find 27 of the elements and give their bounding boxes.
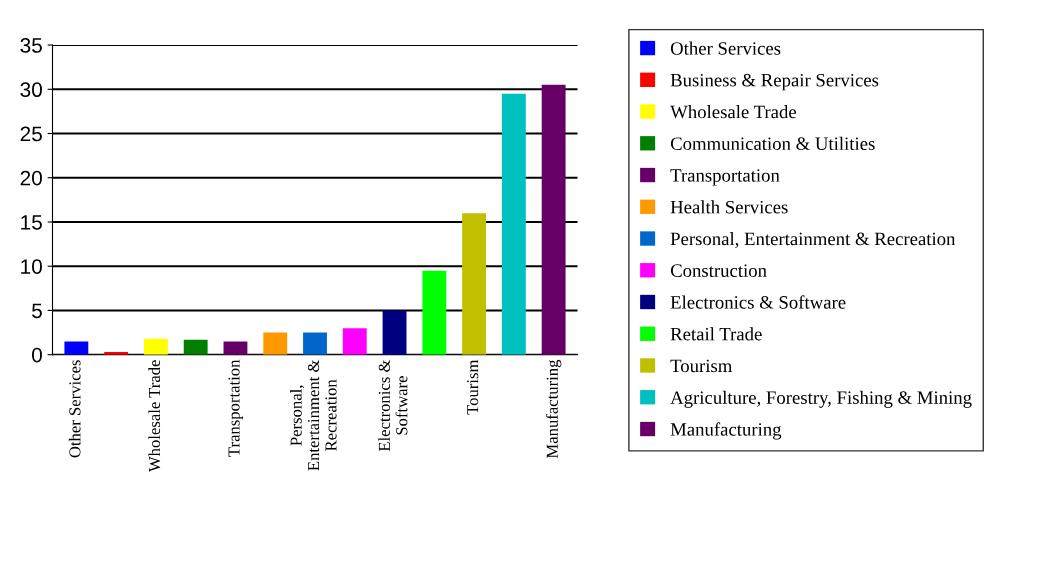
- legend-label: Business & Repair Services: [670, 73, 879, 91]
- legend-label: Transportation: [670, 169, 780, 186]
- legend-label: Wholesale Trade: [670, 105, 797, 119]
- legend-label: Retail Trade: [670, 327, 762, 341]
- x-tick-label: Wholesale Trade: [148, 360, 161, 473]
- legend-label: Construction: [670, 264, 767, 277]
- x-tick-label: Tourism: [467, 359, 479, 415]
- legend-label: Electronics & Software: [670, 295, 846, 309]
- legend-label: Manufacturing: [670, 422, 782, 440]
- x-tick-label: Manufacturing: [545, 359, 562, 459]
- x-tick-label: Transportation: [228, 359, 244, 457]
- legend-label: Agriculture, Forestry, Fishing & Mining: [670, 390, 972, 408]
- y-tick-label: 20: [20, 170, 42, 186]
- y-tick-label: 0: [32, 347, 42, 363]
- legend-label: Other Services: [670, 41, 781, 55]
- legend-label: Health Services: [670, 200, 788, 214]
- x-tick-label: Electronics & Software: [378, 359, 408, 452]
- y-tick-label: 15: [21, 215, 42, 230]
- x-tick-label: Other Services: [68, 360, 81, 458]
- y-tick-label: 35: [20, 38, 42, 53]
- y-tick-label: 5: [32, 303, 42, 319]
- y-tick-label: 25: [20, 126, 42, 142]
- y-tick-label: 30: [20, 82, 42, 98]
- y-tick-label: 10: [21, 259, 42, 274]
- x-tick-label: Personal, Entertainment & Recreation: [290, 359, 337, 471]
- legend-label: Personal, Entertainment & Recreation: [670, 232, 956, 248]
- legend-label: Communication & Utilities: [670, 136, 875, 150]
